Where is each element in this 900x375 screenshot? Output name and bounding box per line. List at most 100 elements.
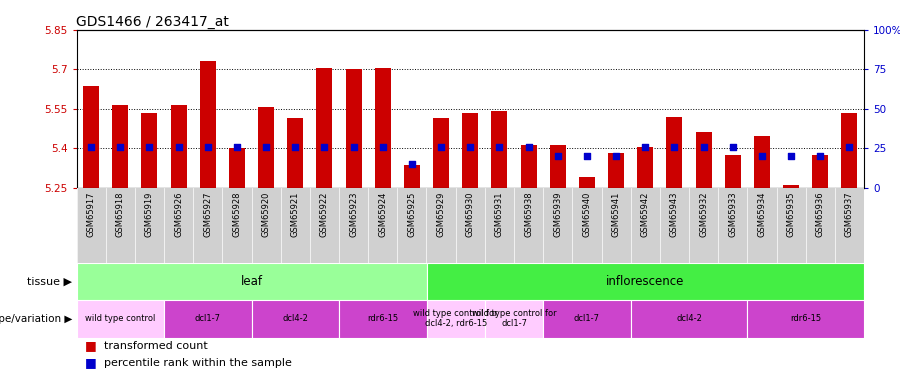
Point <box>697 144 711 150</box>
Text: GSM65937: GSM65937 <box>845 191 854 237</box>
Bar <box>112 105 129 188</box>
Bar <box>544 300 631 338</box>
Text: genotype/variation ▶: genotype/variation ▶ <box>0 314 72 324</box>
Bar <box>404 165 420 188</box>
Point <box>755 153 770 159</box>
Bar <box>317 68 332 188</box>
Text: rdr6-15: rdr6-15 <box>367 314 399 323</box>
Bar <box>76 300 164 338</box>
Text: GSM65919: GSM65919 <box>145 191 154 237</box>
Text: GSM65923: GSM65923 <box>349 191 358 237</box>
Text: tissue ▶: tissue ▶ <box>27 276 72 286</box>
Text: dcl4-2: dcl4-2 <box>283 314 308 323</box>
Bar <box>724 154 741 188</box>
Bar <box>579 177 595 188</box>
Bar <box>427 300 485 338</box>
Point <box>346 144 361 150</box>
Bar <box>164 300 251 338</box>
Bar <box>637 147 653 188</box>
Point <box>725 144 740 150</box>
Point <box>521 144 535 150</box>
Point <box>492 144 507 150</box>
Text: GDS1466 / 263417_at: GDS1466 / 263417_at <box>76 15 230 29</box>
Text: GSM65939: GSM65939 <box>554 191 562 237</box>
Text: wild type control for
dcl1-7: wild type control for dcl1-7 <box>472 309 556 328</box>
Point <box>84 144 98 150</box>
Bar <box>747 300 864 338</box>
Text: GSM65930: GSM65930 <box>466 191 475 237</box>
Point <box>434 144 448 150</box>
Bar <box>608 153 624 188</box>
Bar <box>491 111 508 188</box>
Point <box>113 144 128 150</box>
Text: GSM65918: GSM65918 <box>116 191 125 237</box>
Bar <box>200 62 216 188</box>
Point <box>784 153 798 159</box>
Text: GSM65917: GSM65917 <box>86 191 95 237</box>
Bar <box>171 105 186 188</box>
Bar <box>287 118 303 188</box>
Bar <box>83 87 99 188</box>
Bar <box>812 154 828 188</box>
Bar <box>76 262 427 300</box>
Bar <box>550 146 566 188</box>
Text: GSM65931: GSM65931 <box>495 191 504 237</box>
Text: GSM65921: GSM65921 <box>291 191 300 237</box>
Point <box>667 144 681 150</box>
Bar <box>520 146 536 188</box>
Bar <box>258 107 274 188</box>
Text: GSM65934: GSM65934 <box>758 191 767 237</box>
Bar <box>754 136 770 188</box>
Point <box>580 153 594 159</box>
Point <box>375 144 390 150</box>
Bar <box>631 300 747 338</box>
Text: dcl4-2: dcl4-2 <box>676 314 702 323</box>
Bar <box>463 112 478 188</box>
Point <box>813 153 827 159</box>
Bar <box>842 112 858 188</box>
Bar <box>251 300 339 338</box>
Text: GSM65929: GSM65929 <box>436 191 446 237</box>
Text: GSM65938: GSM65938 <box>524 191 533 237</box>
Text: wild type control: wild type control <box>86 314 156 323</box>
Text: GSM65924: GSM65924 <box>378 191 387 237</box>
Text: wild type control for
dcl4-2, rdr6-15: wild type control for dcl4-2, rdr6-15 <box>413 309 498 328</box>
Bar <box>783 185 799 188</box>
Point <box>638 144 652 150</box>
Bar <box>374 68 391 188</box>
Text: GSM65942: GSM65942 <box>641 191 650 237</box>
Bar <box>141 112 158 188</box>
Text: dcl1-7: dcl1-7 <box>574 314 600 323</box>
Bar <box>229 148 245 188</box>
Text: GSM65941: GSM65941 <box>612 191 621 237</box>
Text: rdr6-15: rdr6-15 <box>790 314 821 323</box>
Bar <box>346 69 362 188</box>
Point <box>551 153 565 159</box>
Text: GSM65920: GSM65920 <box>262 191 271 237</box>
Text: GSM65933: GSM65933 <box>728 191 737 237</box>
Bar <box>696 132 712 188</box>
Text: leaf: leaf <box>240 275 263 288</box>
Point <box>230 144 244 150</box>
Point <box>259 144 274 150</box>
Text: GSM65936: GSM65936 <box>815 191 824 237</box>
Text: GSM65932: GSM65932 <box>699 191 708 237</box>
Text: GSM65925: GSM65925 <box>408 191 417 237</box>
Point <box>842 144 857 150</box>
Point <box>142 144 157 150</box>
Point <box>171 144 185 150</box>
Text: GSM65928: GSM65928 <box>232 191 241 237</box>
Text: ■: ■ <box>85 356 96 369</box>
Text: dcl1-7: dcl1-7 <box>194 314 220 323</box>
Bar <box>433 118 449 188</box>
Text: GSM65943: GSM65943 <box>670 191 679 237</box>
Text: GSM65926: GSM65926 <box>174 191 183 237</box>
Text: GSM65935: GSM65935 <box>787 191 796 237</box>
Point <box>609 153 624 159</box>
Bar <box>666 117 682 188</box>
Text: inflorescence: inflorescence <box>606 275 684 288</box>
Point <box>463 144 477 150</box>
Text: ■: ■ <box>85 339 96 352</box>
Point <box>201 144 215 150</box>
Text: GSM65927: GSM65927 <box>203 191 212 237</box>
